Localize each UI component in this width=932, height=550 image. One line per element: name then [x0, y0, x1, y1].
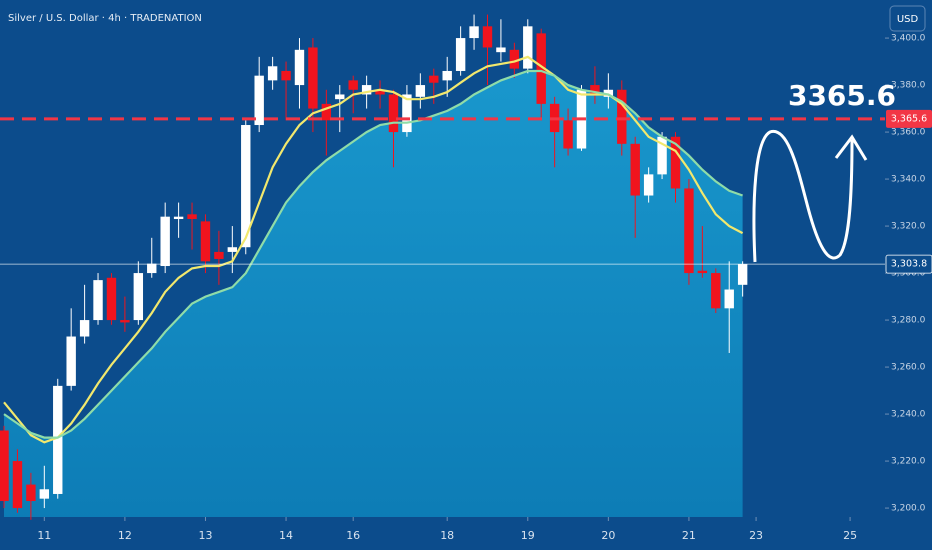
candle-body: [294, 49, 305, 86]
candle-body: [147, 263, 157, 274]
plot-area: [0, 14, 748, 520]
ma-area: [4, 71, 743, 517]
candle-body: [563, 120, 573, 149]
y-tick-label: 3,280.0: [891, 316, 926, 326]
y-tick-label: 3,260.0: [891, 363, 926, 373]
candle-body: [26, 484, 36, 502]
y-tick-label: 3,400.0: [891, 34, 926, 44]
x-tick-label: 23: [749, 529, 763, 542]
y-tick-label: 3,240.0: [891, 410, 926, 420]
y-tick-label: 3,360.0: [891, 128, 926, 138]
candle-body: [321, 103, 332, 121]
candle-body: [617, 89, 627, 144]
x-tick-label: 13: [198, 529, 212, 542]
candle-body: [657, 136, 667, 175]
drawn-curve: [752, 130, 854, 263]
candle-body: [643, 174, 654, 196]
candle-body: [241, 125, 251, 248]
candle-body: [361, 85, 372, 95]
candle-body: [173, 216, 184, 220]
candle-body: [469, 26, 479, 39]
candle-body: [120, 320, 130, 323]
level-annotation: 3365.6: [788, 79, 896, 112]
candle-body: [415, 85, 426, 97]
currency-label[interactable]: USD: [897, 14, 919, 25]
candle-body: [133, 273, 144, 321]
candle-body: [630, 143, 640, 196]
candle-body: [53, 385, 63, 494]
price-label-bg: [886, 109, 932, 128]
candle-body: [684, 188, 694, 274]
candle-body: [697, 270, 708, 274]
candle-body: [66, 336, 76, 386]
candle-body: [79, 320, 90, 337]
candle-body: [160, 216, 170, 267]
ma-line: [3, 69, 743, 439]
price-label-bg: [885, 254, 932, 274]
candle-body: [267, 66, 278, 81]
x-tick-label: 12: [118, 529, 132, 542]
candle-body: [200, 221, 211, 262]
candle-body: [254, 75, 264, 126]
candle-body: [429, 75, 439, 83]
candle-body: [482, 26, 493, 48]
y-tick-label: 3,340.0: [891, 175, 926, 185]
drawn-arrowhead: [834, 134, 868, 161]
x-tick-label: 21: [682, 529, 696, 542]
candle-body: [39, 489, 50, 499]
candle-body: [187, 214, 197, 220]
ma-line: [3, 55, 744, 444]
candle-body: [375, 89, 385, 95]
x-tick-label: 16: [346, 529, 360, 542]
candle-body: [335, 94, 345, 100]
candle-body: [737, 264, 748, 285]
candle-body: [0, 430, 9, 502]
y-tick-label: 3,200.0: [891, 504, 926, 514]
candle-body: [12, 461, 23, 509]
y-tick-label: 3,220.0: [891, 457, 926, 467]
candle-body: [93, 280, 103, 321]
candle-body: [603, 89, 614, 97]
candle-body: [308, 47, 318, 109]
candle-body: [442, 70, 452, 81]
candle-body: [711, 273, 721, 309]
y-tick-label: 3,380.0: [891, 81, 926, 91]
candle-body: [509, 49, 520, 69]
y-tick-label: 3,320.0: [891, 222, 926, 232]
x-tick-label: 19: [521, 529, 535, 542]
candle-body: [214, 251, 224, 259]
candle-body: [536, 33, 546, 104]
price-label: 3,365.6: [891, 113, 927, 124]
candle-body: [348, 80, 358, 90]
candle-body: [523, 26, 533, 69]
candle-body: [496, 47, 506, 53]
price-axis-bg: [885, 0, 932, 550]
currency-button[interactable]: [889, 5, 926, 32]
candle-body: [388, 94, 399, 133]
candle-body: [455, 38, 466, 71]
candle-body: [724, 289, 734, 309]
y-tick-label: 3,300.0: [891, 269, 926, 279]
candle-body: [227, 247, 238, 252]
x-tick-label: 18: [440, 529, 454, 542]
price-label: 3,303.8: [891, 259, 927, 270]
candle-body: [670, 136, 681, 189]
candle-body: [106, 277, 117, 321]
chart-title: Silver / U.S. Dollar · 4h · TRADENATION: [8, 13, 202, 24]
x-tick-label: 11: [37, 529, 51, 542]
candle-body: [402, 94, 412, 133]
candle-body: [590, 85, 600, 95]
x-tick-label: 14: [279, 529, 293, 542]
x-tick-label: 20: [601, 529, 615, 542]
x-tick-label: 25: [843, 529, 857, 542]
candle-body: [281, 70, 291, 81]
